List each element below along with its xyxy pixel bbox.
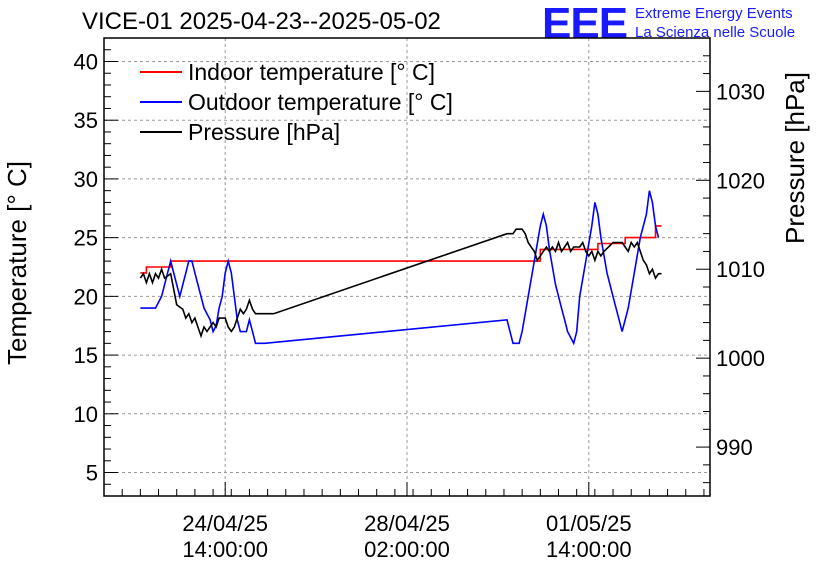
legend-label: Indoor temperature [° C] [188, 59, 435, 85]
series-line-indoor [140, 225, 662, 274]
x-tick-label-time: 14:00:00 [182, 537, 268, 562]
legend-label: Pressure [hPa] [188, 119, 340, 145]
series-line-outdoor [140, 190, 660, 346]
right-tick-label: 1020 [716, 168, 765, 193]
eee-logo: EEE Extreme Energy Events La Scienza nel… [542, 2, 795, 46]
left-tick-label: 20 [74, 284, 98, 309]
eee-logo-text: Extreme Energy Events La Scienza nelle S… [635, 4, 795, 42]
right-tick-label: 1010 [716, 257, 765, 282]
left-tick-label: 15 [74, 343, 98, 368]
left-tick-label: 35 [74, 108, 98, 133]
x-tick-label-date: 01/05/25 [546, 511, 632, 536]
x-tick-label-time: 02:00:00 [364, 537, 450, 562]
chart-title: VICE-01 2025-04-23--2025-05-02 [82, 8, 441, 35]
right-axis: 990 1000 1010 1020 1030 [696, 37, 765, 484]
right-tick-label: 1000 [716, 346, 765, 371]
x-tick-label-time: 14:00:00 [546, 537, 632, 562]
left-axis: 5 10 15 20 25 30 35 40 [74, 37, 118, 497]
y-axis-title-left: Temperature [° C] [2, 161, 32, 365]
right-tick-label: 1030 [716, 79, 765, 104]
x-tick-label-date: 28/04/25 [364, 511, 450, 536]
grid [104, 38, 710, 496]
left-tick-label: 30 [74, 167, 98, 192]
right-tick-label: 990 [716, 435, 753, 460]
legend: Indoor temperature [° C] Outdoor temperat… [140, 59, 453, 145]
legend-label: Outdoor temperature [° C] [188, 89, 453, 115]
y-axis-title-right: Pressure [hPa] [780, 72, 810, 244]
left-tick-label: 25 [74, 226, 98, 251]
eee-logo-line2: La Scienza nelle Scuole [635, 24, 796, 41]
left-tick-label: 5 [86, 461, 98, 486]
left-tick-label: 10 [74, 402, 98, 427]
left-tick-label: 40 [74, 49, 98, 74]
eee-logo-line1: Extreme Energy Events [635, 5, 793, 22]
series-line-pressure [139, 228, 662, 339]
x-axis: 24/04/2514:00:0028/04/2502:00:0001/05/25… [103, 482, 705, 562]
x-tick-label-date: 24/04/25 [182, 511, 268, 536]
series-layer [139, 190, 662, 346]
